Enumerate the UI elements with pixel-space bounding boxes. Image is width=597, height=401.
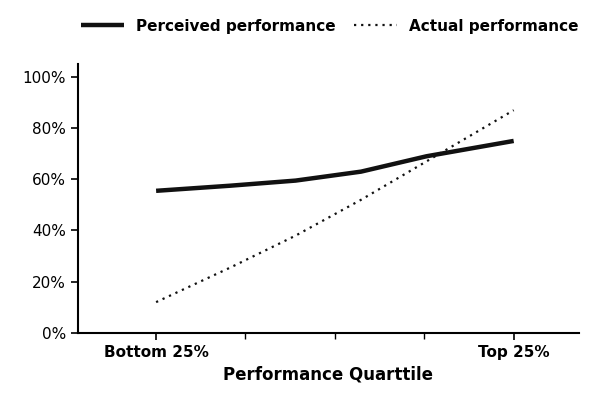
Actual performance [152, 300, 159, 304]
Actual performance [510, 108, 517, 113]
Perceived performance [358, 169, 365, 174]
Perceived performance [152, 188, 159, 193]
Legend: Perceived performance, Actual performance: Perceived performance, Actual performanc… [75, 13, 585, 40]
Perceived performance [227, 183, 234, 188]
Actual performance [358, 197, 365, 202]
Perceived performance [292, 178, 299, 183]
X-axis label: Performance Quarttile: Performance Quarttile [223, 365, 433, 383]
Actual performance [227, 265, 234, 270]
Line: Perceived performance: Perceived performance [156, 141, 513, 191]
Perceived performance [510, 138, 517, 143]
Actual performance [292, 233, 299, 238]
Perceived performance [423, 154, 430, 159]
Actual performance [423, 159, 430, 164]
Line: Actual performance: Actual performance [156, 110, 513, 302]
